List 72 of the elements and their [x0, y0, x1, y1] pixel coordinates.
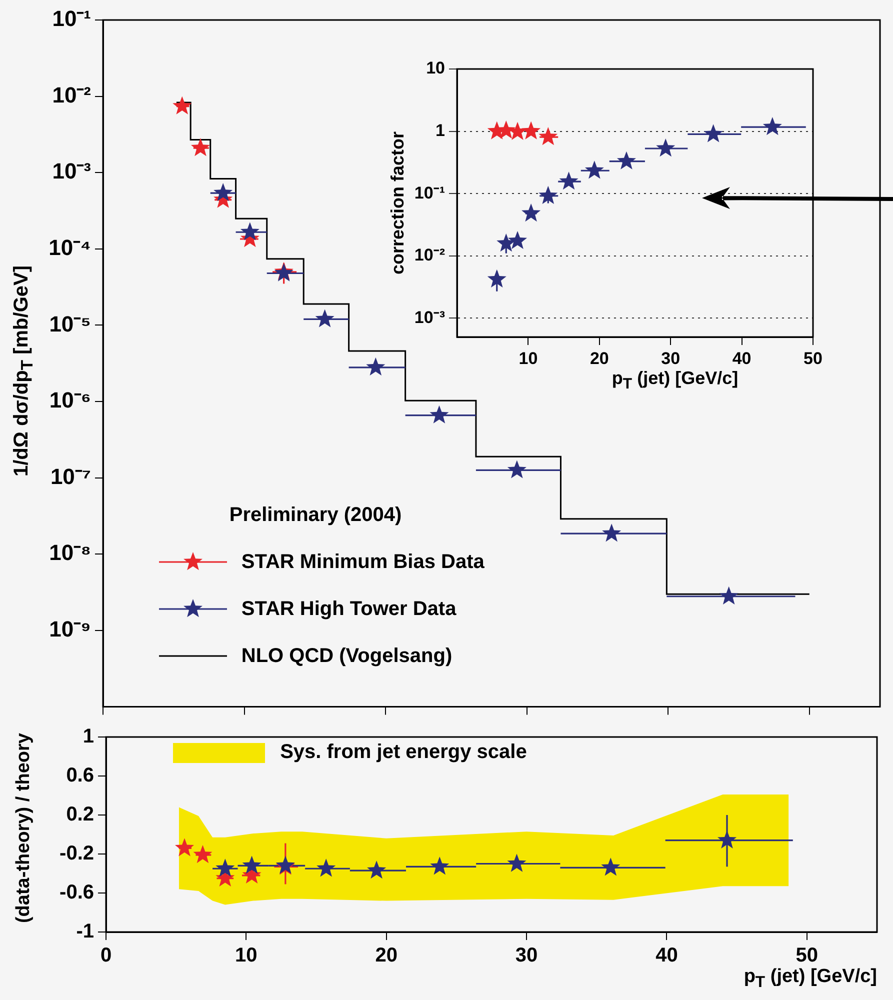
point: [214, 183, 233, 202]
point: [704, 124, 723, 142]
point: [316, 858, 336, 877]
point: [366, 357, 386, 376]
point: [487, 269, 506, 288]
x-tick-label: 30: [661, 348, 680, 368]
y-tick-label: 10⁻⁶: [49, 388, 91, 413]
x-tick-label: 10: [518, 348, 538, 368]
x-axis-title: p$_{T}$ (jet) [GeV/c]: [612, 368, 738, 393]
point: [315, 309, 334, 328]
y-axis-title: correction factor: [388, 131, 408, 275]
x-tick-label: 50: [804, 348, 822, 368]
point: [193, 844, 212, 864]
x-tick-label: 40: [656, 944, 678, 967]
y-tick-label: 0.2: [66, 804, 94, 826]
x-tick-label: 20: [590, 348, 609, 368]
point: [538, 186, 558, 204]
y-tick-label: 1: [436, 121, 445, 140]
point: [507, 854, 526, 872]
annotation: Preliminary (2004): [228, 502, 403, 528]
point: [190, 138, 210, 156]
x-tick-label: 20: [375, 944, 398, 967]
x-axis-title: p$_{T}$ (jet) [GeV/c]: [744, 966, 877, 992]
point: [601, 858, 620, 876]
y-tick-label: 10⁻⁷: [50, 464, 91, 489]
point: [719, 586, 738, 604]
x-tick-label: 10: [235, 944, 258, 967]
y-tick-label: 10⁻⁸: [49, 540, 91, 566]
x-tick-label: 40: [732, 348, 752, 368]
x-tick-label: 30: [515, 944, 538, 967]
point: [430, 405, 449, 424]
point: [584, 160, 604, 179]
point: [538, 127, 558, 146]
y-tick-label: 10: [426, 58, 445, 78]
point: [367, 860, 386, 879]
point: [430, 856, 450, 875]
legend-label: STAR Minimum Bias Data: [241, 550, 484, 574]
legend-label: STAR High Tower Data: [241, 598, 456, 621]
point: [174, 838, 194, 856]
point: [616, 151, 636, 170]
y-tick-label: 10⁻²: [52, 82, 91, 108]
point: [717, 830, 737, 848]
point: [559, 172, 578, 190]
y-tick-label: 10⁻⁵: [49, 311, 91, 336]
y-axis-title: (data-theory) / theory: [13, 732, 35, 923]
point: [242, 856, 262, 874]
x-tick-label: 0: [100, 944, 112, 967]
y-tick-label: -0.2: [60, 842, 94, 865]
legend-label: NLO QCD (Vogelsang): [241, 644, 452, 668]
point: [507, 460, 526, 478]
x-tick-label: 50: [796, 944, 818, 967]
y-tick-label: 10⁻⁹: [49, 616, 91, 642]
y-tick-label: 10⁻¹: [414, 183, 446, 202]
y-tick-label: 10⁻¹: [52, 6, 91, 32]
point: [656, 138, 676, 157]
y-tick-label: 10⁻⁴: [48, 234, 91, 260]
point: [602, 524, 622, 542]
y-tick-label: 10⁻³: [414, 308, 446, 327]
y-tick-label: -1: [76, 920, 94, 943]
legend-label: Sys. from jet energy scale: [280, 741, 527, 764]
point: [522, 203, 541, 222]
y-tick-label: 10⁻³: [52, 158, 91, 184]
point: [522, 121, 541, 140]
point: [216, 858, 235, 877]
point: [762, 117, 782, 136]
y-tick-label: 10⁻²: [414, 246, 446, 265]
y-tick-label: 1: [82, 726, 94, 748]
y-tick-label: 0.6: [66, 764, 94, 787]
point: [240, 222, 260, 240]
y-tick-label: -0.6: [60, 882, 94, 904]
point: [172, 96, 192, 114]
point: [508, 230, 528, 250]
